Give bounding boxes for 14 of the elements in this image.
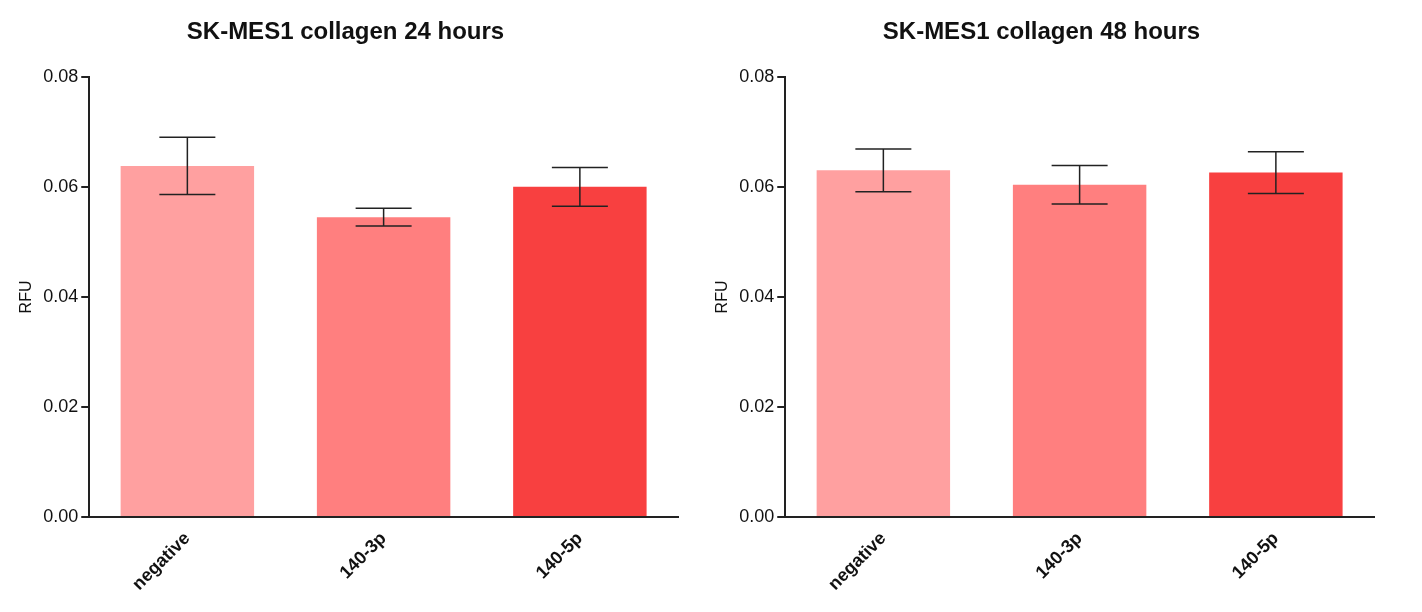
y-tick-label: 0.04 [739,285,775,306]
y-tick-label: 0.06 [43,175,79,196]
y-tick-label: 0.08 [739,65,775,86]
chart-title: SK-MES1 collagen 24 hours [186,17,505,45]
y-tick-label: 0.00 [43,506,79,527]
y-tick-label: 0.02 [43,395,79,416]
y-tick-label: 0.04 [43,285,79,306]
y-tick-label: 0.08 [43,65,79,86]
y-axis-title: RFU [17,280,35,314]
y-tick-label: 0.06 [739,175,775,196]
chart-title: SK-MES1 collagen 48 hours [882,17,1201,45]
y-tick-label: 0.02 [739,395,775,416]
y-axis-title: RFU [713,280,731,314]
y-tick-label: 0.00 [739,506,775,527]
